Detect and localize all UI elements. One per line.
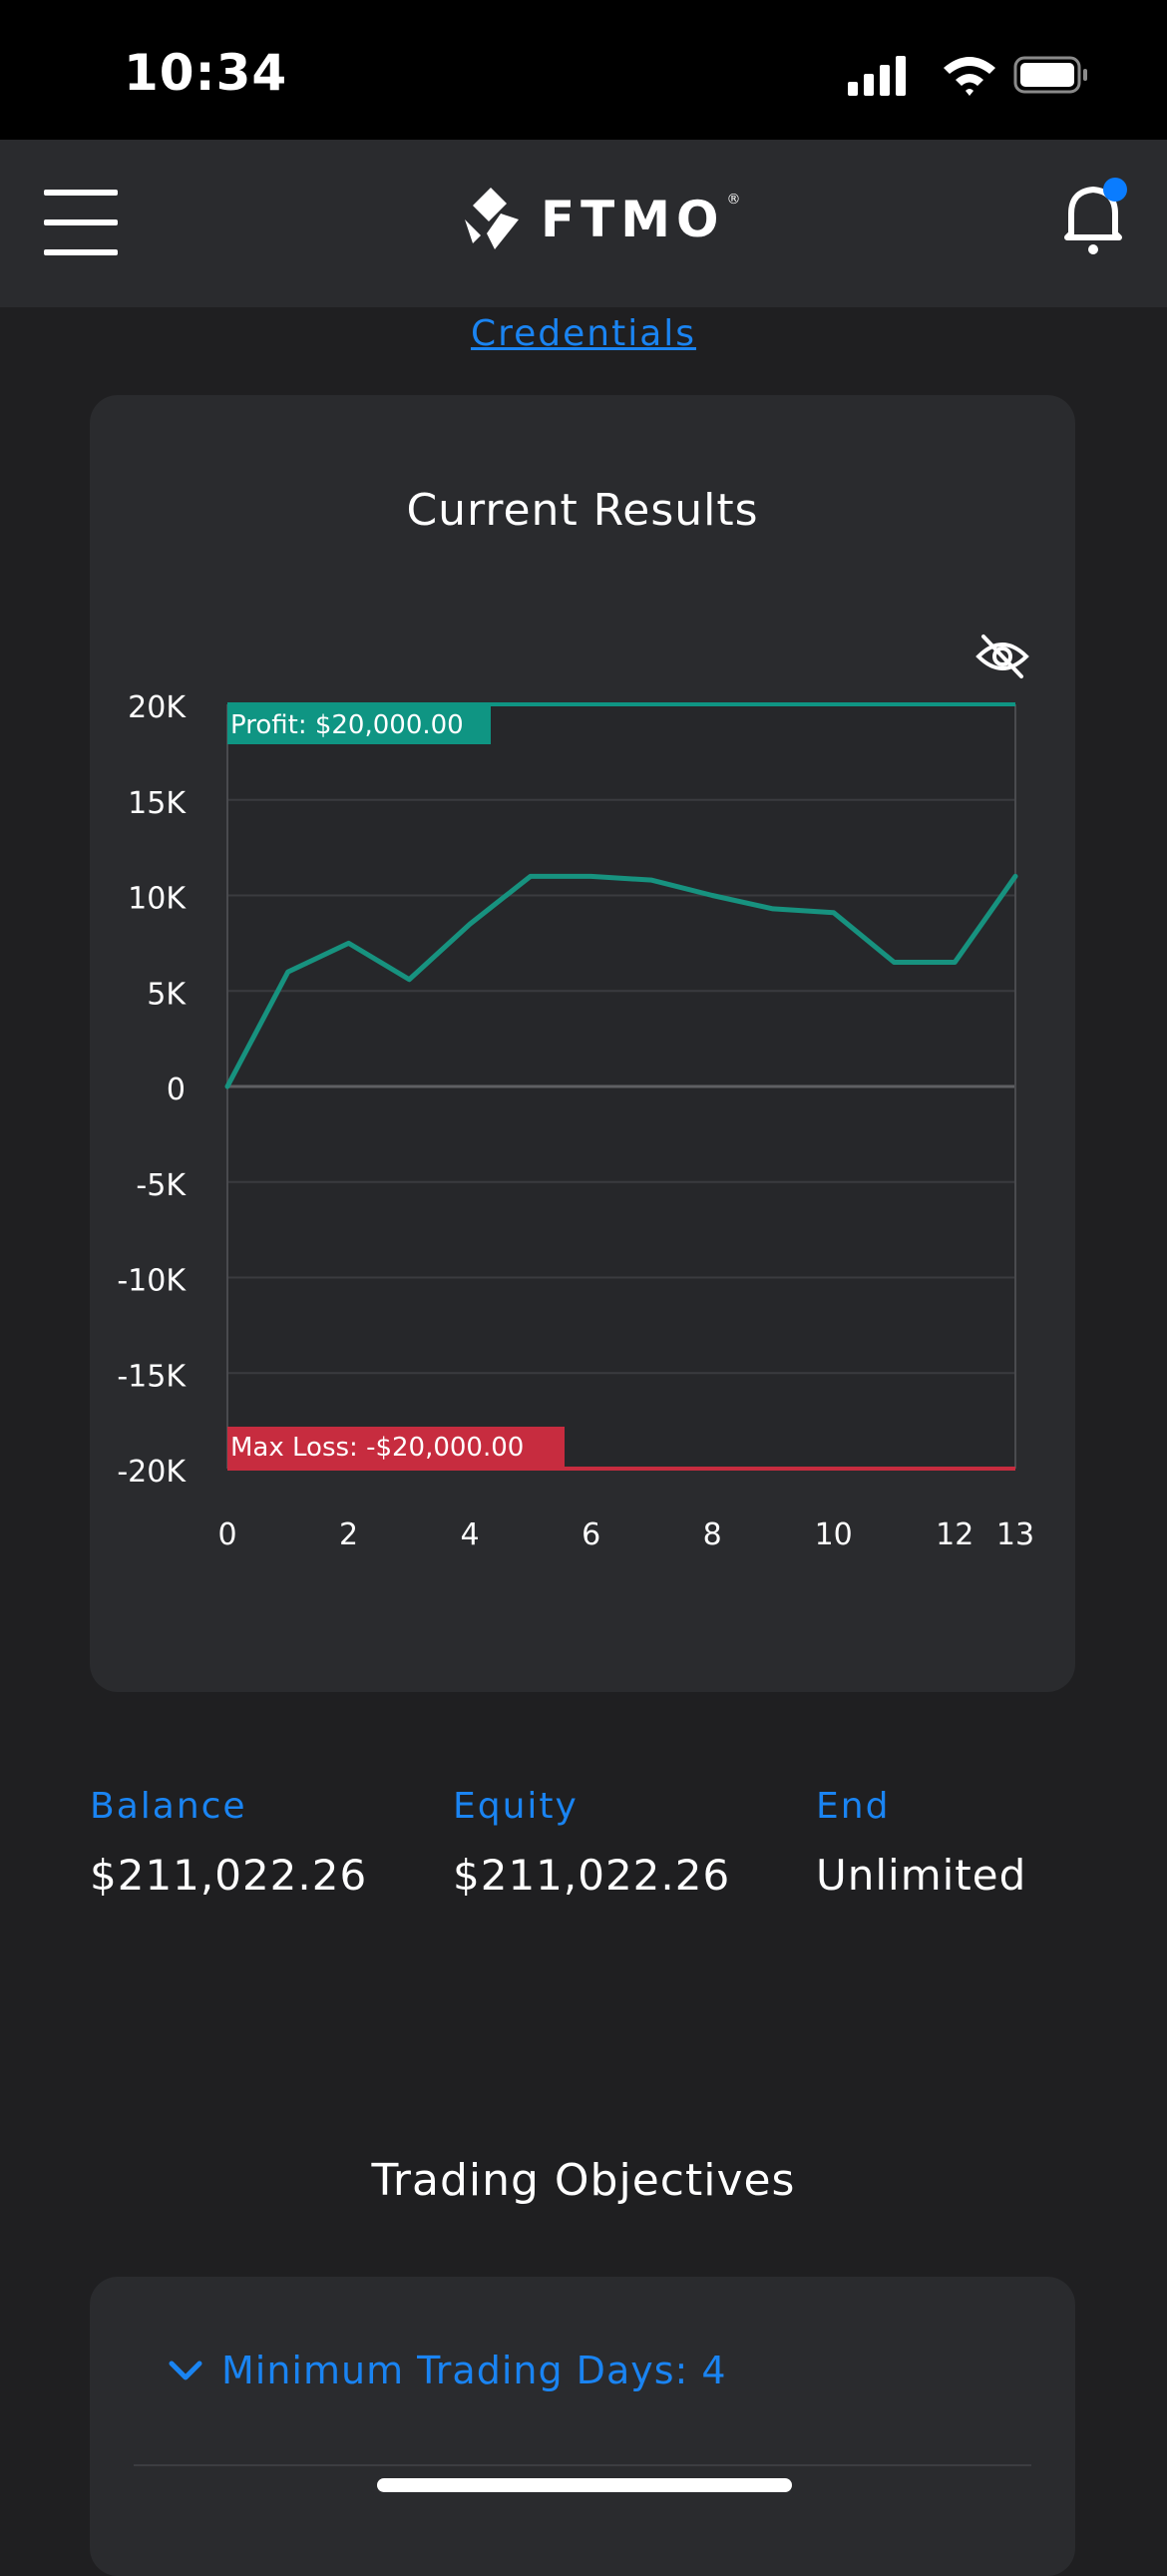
registered-mark: ® [727,192,741,208]
status-icons [848,52,1087,100]
status-bar: 10:34 [0,0,1167,140]
battery-icon [1015,58,1087,92]
balance-value: $211,022.26 [90,1851,367,1900]
end-value: Unlimited [816,1851,1026,1900]
x-tick-label: 2 [339,1517,358,1552]
chevron-down-icon [168,2359,203,2382]
x-tick-label: 10 [815,1517,853,1552]
y-tick-label: -10K [117,1264,187,1299]
trading-objectives-card: Minimum Trading Days: 4 [90,2277,1075,2576]
account-stats: Balance $211,022.26 Equity $211,022.26 E… [90,1786,1087,1906]
profit-label: Profit: $20,000.00 [230,710,464,740]
stat-equity: Equity $211,022.26 [453,1786,730,1900]
ftmo-logo: FTMO ® [465,188,741,251]
y-tick-label: 5K [147,977,187,1012]
results-chart: 20K 15K 10K 5K 0 -5K -10K -15K -20K 0 2 4 6 8 10 12 13 Pr… [90,395,1075,1692]
notification-bell-icon[interactable] [1059,178,1131,259]
home-indicator[interactable] [377,2478,792,2492]
divider [134,2464,1031,2466]
end-label: End [816,1786,1026,1827]
objective-label: Minimum Trading Days: 4 [221,2349,727,2392]
x-tick-label: 13 [996,1517,1034,1552]
notification-dot [1103,178,1127,202]
status-time: 10:34 [124,44,287,102]
credentials-link[interactable]: Credentials [0,313,1167,354]
logo-text: FTMO [541,191,725,248]
max-loss-label: Max Loss: -$20,000.00 [230,1433,524,1463]
x-tick-label: 6 [582,1517,600,1552]
equity-label: Equity [453,1786,730,1827]
x-tick-label: 8 [703,1517,722,1552]
menu-icon[interactable] [44,186,120,261]
stat-balance: Balance $211,022.26 [90,1786,367,1900]
y-tick-label: 10K [128,882,187,917]
x-tick-label: 0 [217,1517,236,1552]
y-tick-label: -20K [117,1455,187,1490]
wifi-icon [944,57,995,96]
balance-label: Balance [90,1786,367,1827]
top-nav: FTMO ® [0,140,1167,307]
y-tick-label: 0 [167,1073,186,1107]
stat-end: End Unlimited [816,1786,1026,1900]
x-tick-label: 12 [936,1517,973,1552]
x-tick-label: 4 [461,1517,480,1552]
y-tick-label: -5K [136,1168,187,1203]
objective-min-trading-days[interactable]: Minimum Trading Days: 4 [168,2349,727,2392]
trading-objectives-title: Trading Objectives [0,2155,1167,2206]
cellular-signal-icon [848,56,906,96]
y-tick-label: -15K [117,1359,187,1394]
y-tick-label: 15K [128,786,187,821]
equity-value: $211,022.26 [453,1851,730,1900]
y-tick-label: 20K [128,690,187,725]
ftmo-logo-mark [465,188,527,251]
